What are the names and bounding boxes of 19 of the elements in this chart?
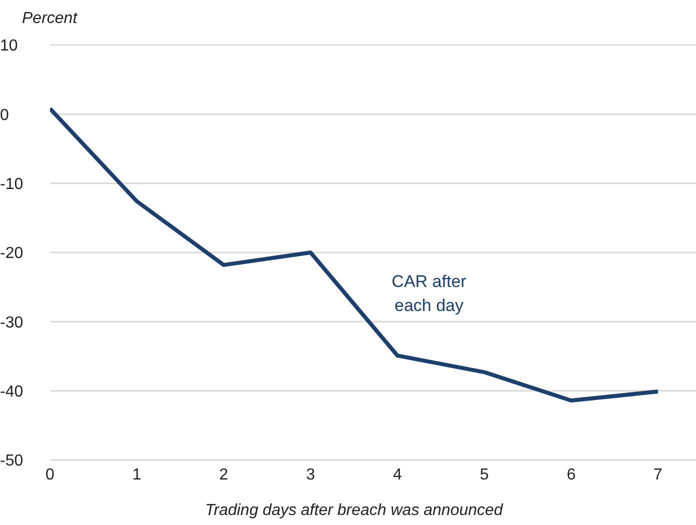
y-tick-label: -20 bbox=[0, 245, 24, 262]
x-tick-label: 4 bbox=[392, 466, 402, 484]
y-axis-title: Percent bbox=[22, 10, 78, 28]
x-tick-label: 5 bbox=[480, 466, 489, 484]
y-tick-label: -10 bbox=[0, 176, 24, 194]
y-tick-label: 0 bbox=[0, 106, 9, 124]
y-tick-label: -50 bbox=[0, 452, 24, 470]
x-tick-label: 3 bbox=[306, 466, 316, 484]
y-tick-label: 10 bbox=[0, 38, 18, 55]
x-tick-label: 6 bbox=[566, 466, 576, 484]
x-tick-label: 1 bbox=[132, 466, 142, 484]
y-tick-label: -40 bbox=[0, 384, 24, 401]
x-axis-title: Trading days after breach was announced bbox=[204, 502, 504, 520]
x-tick-label: 0 bbox=[46, 466, 55, 484]
y-tick-label: -30 bbox=[0, 314, 24, 332]
x-tick-label: 7 bbox=[654, 466, 663, 484]
series-label: CAR after each day bbox=[390, 271, 468, 317]
line-series bbox=[50, 106, 658, 403]
x-tick-label: 2 bbox=[219, 466, 228, 484]
